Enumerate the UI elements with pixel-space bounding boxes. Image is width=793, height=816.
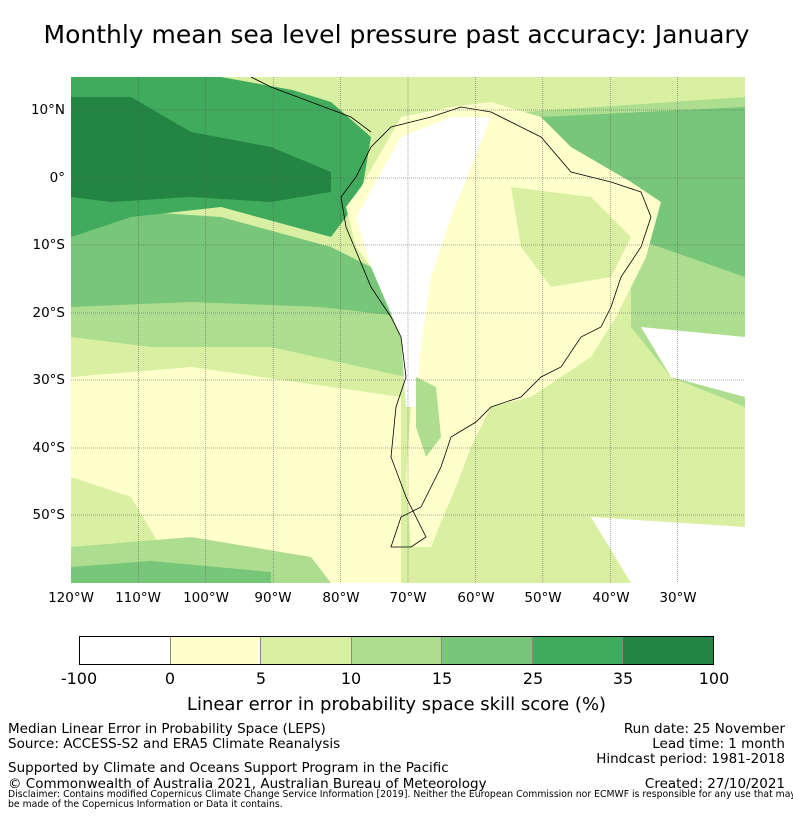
created-date: Created: 27/10/2021: [644, 776, 785, 792]
grid-lines: [71, 77, 745, 583]
colorbar: [79, 636, 714, 665]
colorbar-bin-1: [80, 637, 171, 664]
colorbar-tick: 15: [431, 669, 453, 688]
y-tick-0: 0°: [49, 170, 65, 186]
colorbar-tick: 100: [698, 669, 730, 688]
hindcast-period: Hindcast period: 1981-2018: [596, 751, 785, 767]
coastline-south-america: [340, 106, 652, 548]
x-tick-60w: 60°W: [457, 590, 495, 606]
x-tick-90w: 90°W: [254, 590, 292, 606]
disclaimer: Disclaimer: Contains modified Copernicus…: [8, 789, 793, 810]
x-tick-120w: 120°W: [48, 590, 94, 606]
support-label: Supported by Climate and Oceans Support …: [8, 760, 449, 776]
source-label: Source: ACCESS-S2 and ERA5 Climate Reana…: [8, 736, 341, 752]
run-date: Run date: 25 November: [623, 721, 785, 737]
colorbar-tick: -100: [60, 669, 98, 688]
x-tick-80w: 80°W: [322, 590, 360, 606]
lead-time: Lead time: 1 month: [652, 736, 785, 752]
skill-region-midgreen-sw: [71, 561, 271, 583]
method-label: Median Linear Error in Probability Space…: [8, 721, 326, 737]
colorbar-tick: 0: [164, 669, 176, 688]
andes-white-region: [356, 117, 491, 407]
land-green-patch: [511, 187, 631, 287]
skill-region-atlantic-white-2: [591, 517, 745, 583]
x-tick-100w: 100°W: [183, 590, 229, 606]
colorbar-bin-4: [351, 637, 443, 664]
y-tick-20s: 20°S: [32, 305, 66, 321]
colorbar-bin-2: [170, 637, 262, 664]
skill-region-darkest-pacific: [71, 97, 331, 202]
land-mid-green-patch: [416, 377, 441, 457]
x-tick-70w: 70°W: [389, 590, 427, 606]
colorbar-bin-5: [442, 637, 533, 664]
x-tick-110w: 110°W: [115, 590, 161, 606]
skill-region-atlantic-white: [641, 327, 745, 397]
copyright-label: © Commonwealth of Australia 2021, Austra…: [8, 776, 487, 792]
colorbar-bin-6: [532, 637, 624, 664]
colorbar-tick: 25: [522, 669, 544, 688]
y-tick-10n: 10°N: [30, 102, 65, 118]
y-tick-40s: 40°S: [32, 440, 66, 456]
skill-region-yellow-south: [71, 367, 401, 583]
colorbar-bin-3: [261, 637, 352, 664]
colorbar-bin-7: [623, 637, 714, 664]
skill-region-midgreen-pacific: [71, 207, 406, 317]
colorbar-tick: 10: [340, 669, 362, 688]
colorbar-tick: 5: [255, 669, 267, 688]
x-tick-40w: 40°W: [592, 590, 630, 606]
colorbar-label: Linear error in probability space skill …: [186, 694, 607, 715]
colorbar-tick: 35: [612, 669, 634, 688]
y-tick-10s: 10°S: [32, 237, 66, 253]
coastline-central-america: [250, 77, 372, 133]
skill-map: [71, 77, 745, 583]
chart-title: Monthly mean sea level pressure past acc…: [43, 20, 750, 49]
x-tick-50w: 50°W: [524, 590, 562, 606]
y-tick-50s: 50°S: [32, 507, 66, 523]
y-tick-30s: 30°S: [32, 372, 66, 388]
x-tick-30w: 30°W: [659, 590, 697, 606]
